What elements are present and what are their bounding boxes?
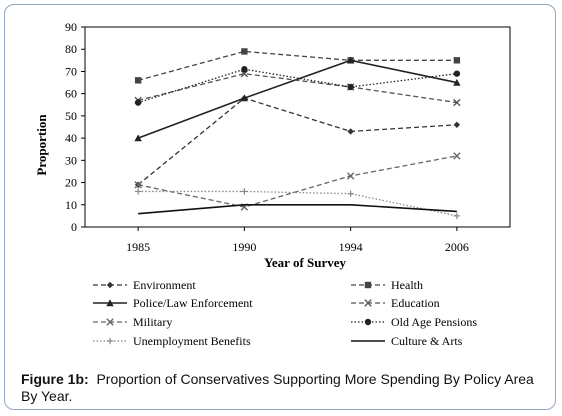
series-5 [134, 66, 461, 106]
y-tick-label: 40 [65, 131, 77, 145]
legend-item: Military [93, 315, 172, 329]
x-marker [106, 318, 114, 326]
legend-label: Old Age Pensions [391, 315, 477, 329]
triangle-marker [106, 299, 114, 307]
series-line [137, 59, 458, 139]
x-marker [453, 152, 461, 160]
series-4 [134, 152, 461, 211]
y-tick-label: 50 [65, 109, 77, 123]
x-tick-label: 1985 [126, 240, 150, 254]
legend-item: Culture & Arts [351, 334, 463, 348]
series-line [138, 203, 457, 215]
caption-label: Figure 1b: [21, 371, 89, 387]
circle-marker [347, 83, 354, 91]
series-line [138, 190, 458, 217]
x-marker [346, 172, 355, 180]
plus-marker [106, 337, 114, 345]
y-tick-label: 60 [65, 87, 77, 101]
x-marker [453, 98, 461, 107]
legend: Environment Health Police/Law Enforcement E… [93, 278, 477, 348]
y-axis-title-group: Proportion [34, 114, 49, 176]
series-7 [138, 203, 457, 215]
series-line [137, 97, 457, 186]
figure-caption: Figure 1b: Proportion of Conservatives S… [21, 371, 551, 405]
y-tick-label: 0 [71, 220, 77, 234]
legend-label: Education [391, 296, 440, 310]
triangle-marker [134, 134, 142, 142]
x-tick-label: 2006 [445, 240, 469, 254]
plus-marker [453, 212, 461, 220]
y-tick-label: 80 [65, 42, 77, 56]
legend-item: Environment [93, 278, 196, 292]
legend-label: Police/Law Enforcement [133, 296, 253, 310]
y-tick-label: 20 [65, 176, 77, 190]
square-marker [453, 57, 461, 64]
line-chart: Proportion Year of Survey 0 10 20 30 40 50 60 7… [34, 20, 511, 348]
legend-label: Culture & Arts [391, 334, 463, 348]
legend-label: Environment [133, 278, 196, 292]
legend-label: Military [133, 315, 172, 329]
triangle-marker [453, 78, 461, 86]
series-line [137, 50, 457, 81]
y-tick-label: 90 [65, 20, 77, 34]
x-marker [364, 299, 372, 307]
series-3 [134, 69, 461, 107]
square-marker [364, 281, 372, 289]
square-marker [241, 48, 248, 55]
square-marker [134, 77, 142, 84]
x-marker [134, 181, 142, 189]
circle-marker [453, 70, 461, 77]
diamond-marker [453, 121, 461, 128]
legend-item: Old Age Pensions [351, 315, 477, 329]
series-6 [134, 188, 461, 220]
caption-text: Proportion of Conservatives Supporting M… [21, 371, 534, 404]
x-tick-label: 1990 [232, 240, 256, 254]
triangle-marker [240, 94, 249, 102]
y-tick-label: 70 [65, 64, 77, 78]
legend-label: Unemployment Benefits [133, 334, 251, 348]
x-axis-title: Year of Survey [264, 255, 347, 270]
y-axis-title: Proportion [34, 114, 49, 176]
plus-marker [241, 188, 248, 195]
diamond-marker [106, 281, 114, 289]
y-tick-label: 10 [65, 198, 77, 212]
series-line [137, 155, 457, 208]
series-line [137, 68, 457, 104]
plus-marker [134, 188, 142, 195]
x-tick-label: 1994 [339, 240, 363, 254]
series-line [137, 73, 457, 104]
circle-marker [241, 66, 248, 73]
y-tick-label: 30 [65, 153, 77, 167]
plot-area: 0 10 20 30 40 50 60 70 80 90 1985 1990 1994 2006 [65, 20, 511, 254]
series-0 [134, 94, 461, 188]
circle-marker [364, 318, 372, 326]
legend-item: Education [351, 296, 440, 310]
plus-marker [347, 190, 354, 197]
series-2 [134, 56, 461, 142]
triangle-marker [346, 56, 355, 64]
diamond-marker [347, 128, 354, 135]
legend-item: Unemployment Benefits [93, 334, 251, 348]
legend-label: Health [391, 278, 423, 292]
circle-marker [134, 99, 142, 106]
legend-item: Health [351, 278, 423, 292]
figure-frame: Proportion Year of Survey 0 10 20 30 40 50 60 7… [4, 4, 556, 410]
plot-frame [84, 26, 511, 228]
legend-item: Police/Law Enforcement [93, 296, 253, 310]
